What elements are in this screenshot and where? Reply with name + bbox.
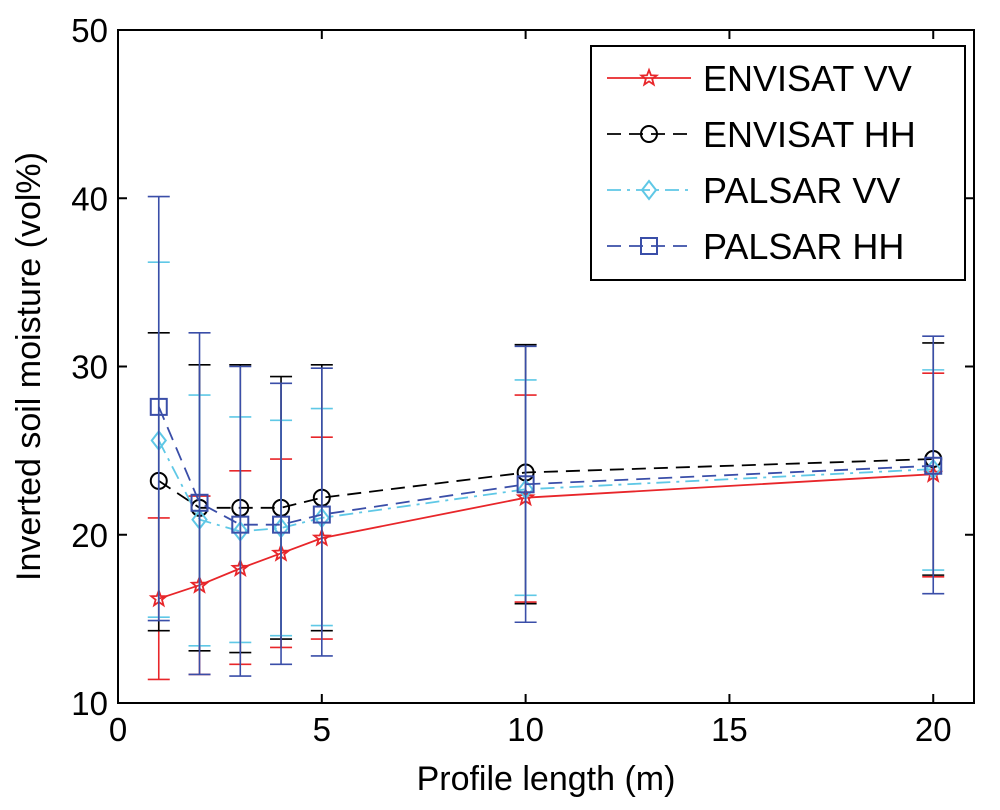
data-point [231,515,250,534]
x-tick-label: 20 [915,711,952,748]
legend-marker [638,67,660,87]
legend-marker [640,125,658,143]
x-tick-label: 15 [711,711,748,748]
y-tick-label: 10 [71,685,108,722]
x-tick-label: 5 [313,711,331,748]
legend-box [590,45,966,281]
x-tick-label: 0 [109,711,127,748]
legend-item: ENVISAT VV [607,58,912,99]
data-point [272,515,291,534]
data-point [149,397,168,416]
legend-marker [640,237,658,255]
series-palsar-hh [147,195,945,677]
series-line [157,440,934,533]
legend-item: PALSAR HH [607,226,904,267]
legend-label: ENVISAT VV [703,58,912,99]
series-palsar-vv [147,261,945,647]
series-layer [147,195,945,681]
y-axis-label: Inverted soil moisture (vol%) [10,152,48,581]
data-point [924,456,943,475]
data-point [190,493,209,512]
legend-label: PALSAR HH [703,226,904,267]
data-point [312,505,331,524]
x-tick-label: 10 [507,711,544,748]
series-line [157,406,934,526]
series-line [158,458,934,509]
y-tick-label: 50 [71,12,108,49]
legend-item: ENVISAT HH [607,114,916,155]
series-line [158,473,934,600]
series-envisat-vv [147,372,945,681]
series-envisat-hh [147,332,945,654]
y-tick-label: 40 [71,180,108,217]
axes-frame [117,29,975,704]
legend-label: ENVISAT HH [703,114,916,155]
y-tick-label: 30 [71,349,108,386]
legend-item: PALSAR VV [607,170,900,211]
legend-label: PALSAR VV [703,170,900,211]
data-point [516,475,535,494]
legend-marker [640,179,658,201]
legend: ENVISAT VV ENVISAT HH PALSAR VV PALSAR HH [590,45,966,281]
x-axis-label: Profile length (m) [417,760,676,798]
y-tick-label: 20 [71,517,108,554]
